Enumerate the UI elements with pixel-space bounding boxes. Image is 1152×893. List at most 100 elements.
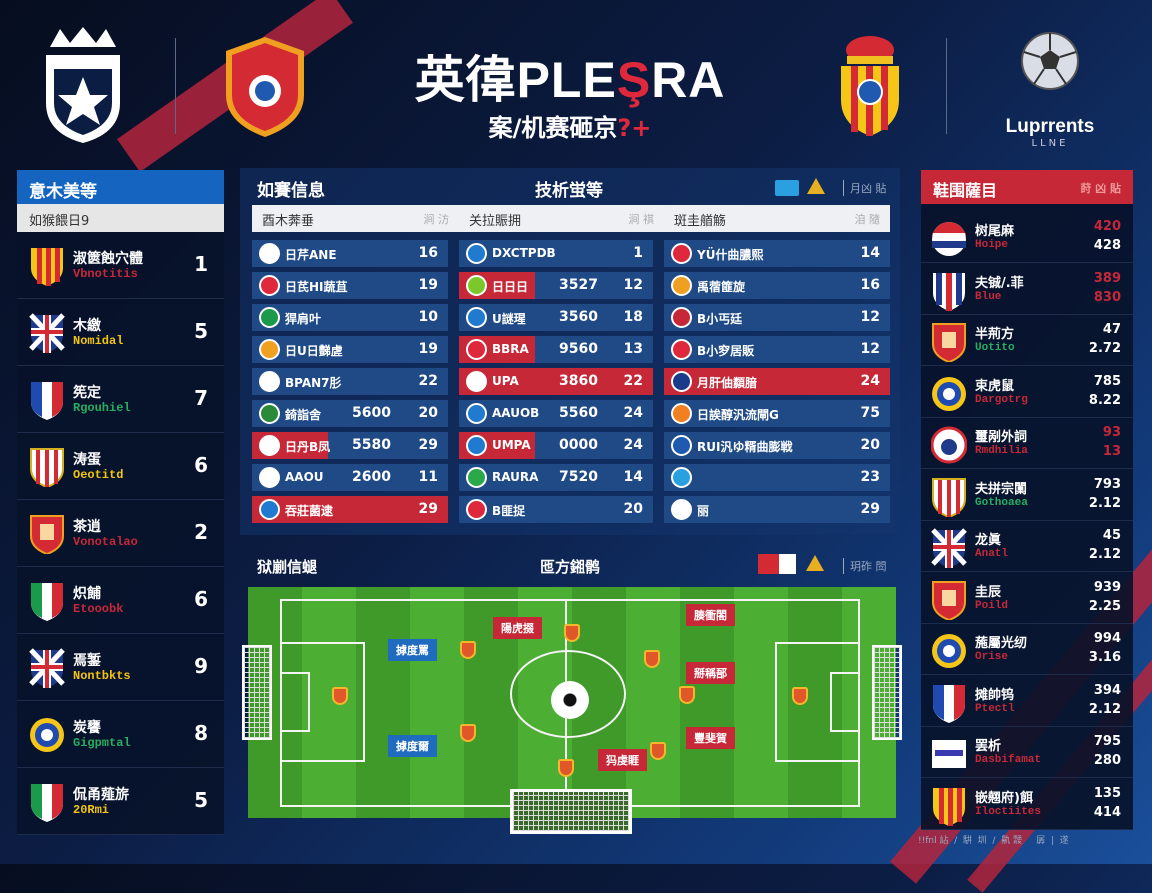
match-row[interactable]: AAOU 2600 11 <box>252 464 448 491</box>
player-label[interactable]: 摢度爾 <box>388 735 437 757</box>
standings-row[interactable]: 炽餔 Etooobk 6 <box>17 567 224 634</box>
team-name: 日誒醇汎流閘G <box>697 408 779 422</box>
match-row[interactable]: B匪捉 20 <box>459 496 653 523</box>
ranking-row[interactable]: 半荊方 Uotito 47 2.72 <box>921 315 1133 366</box>
warning-icon[interactable] <box>806 555 824 571</box>
player-badge[interactable] <box>558 759 574 777</box>
match-row[interactable]: 日U日豑虗 19 <box>252 336 448 363</box>
match-row[interactable]: 日芹ANE 16 <box>252 240 448 267</box>
player-label[interactable]: 摢度罵 <box>388 639 437 661</box>
ranking-row[interactable]: 葹屬光纫 Orise 994 3.16 <box>921 624 1133 675</box>
ranking-row[interactable]: 树尾麻 Hoipe 420 428 <box>921 212 1133 263</box>
screen-toggle-icon[interactable] <box>775 180 799 196</box>
team-sub: Anatl <box>975 548 1009 560</box>
column-header[interactable]: 斑圭艏觞 洎 隨 <box>664 205 890 232</box>
stat-primary: 389 <box>1093 270 1121 286</box>
match-value: 13 <box>623 341 643 357</box>
team-logo-icon <box>671 467 692 488</box>
match-row[interactable]: 23 <box>664 464 890 491</box>
stat-secondary: 8.22 <box>1088 392 1121 408</box>
team-name: 葹屬光纫 <box>975 636 1028 651</box>
team-sub: Poild <box>975 599 1009 612</box>
ranking-row[interactable]: 夫铖/.菲 Blue 389 830 <box>921 264 1133 315</box>
match-row[interactable]: 錡詣舍 5600 20 <box>252 400 448 427</box>
match-row[interactable]: BBRA 9560 13 <box>459 336 653 363</box>
team-name: 丽 <box>697 504 710 518</box>
player-label[interactable]: 掰稱郚 <box>686 662 735 684</box>
match-row[interactable]: 日誒醇汎流閘G 75 <box>664 400 890 427</box>
standings-row[interactable]: 筅定 Rgouhiel 7 <box>17 366 224 433</box>
card-icon[interactable] <box>758 554 796 574</box>
match-row[interactable]: 日芪HI蔬苴 19 <box>252 272 448 299</box>
match-row[interactable]: 月肝伷纇腤 24 <box>664 368 890 395</box>
ranking-row[interactable]: 嵌翹府)餌 Iloctiites 135 414 <box>921 779 1133 830</box>
player-badge[interactable] <box>460 724 476 742</box>
ranking-row[interactable]: 龙眞 Anatl 45 2.12 <box>921 521 1133 572</box>
match-row[interactable]: 吞莊菌逮 29 <box>252 496 448 523</box>
match-stat: 3527 <box>559 277 598 293</box>
ranking-row[interactable]: 夫拼宗闑 Gothoaea 793 2.12 <box>921 470 1133 521</box>
match-row[interactable]: DXCTPDB 1 <box>459 240 653 267</box>
ranking-row[interactable]: 璽剐外詞 Rmdhilia 93 13 <box>921 418 1133 469</box>
match-row[interactable]: 日丹B凤 5580 29 <box>252 432 448 459</box>
player-label[interactable]: 豐斐賀 <box>686 727 735 749</box>
team-crest-icon <box>931 580 966 621</box>
team-logo-icon <box>259 243 280 264</box>
match-row[interactable]: YÜ什曲膿熙 14 <box>664 240 890 267</box>
standings-row[interactable]: 淑篋蝕穴體 Vbnotitis 1 <box>17 232 224 299</box>
match-stat: 0000 <box>559 437 598 453</box>
team-crest-icon <box>931 631 966 668</box>
team-name: AAOU <box>285 470 324 484</box>
player-label[interactable]: 犸虔睚 <box>598 749 647 771</box>
ranking-row[interactable]: 束虎鼠 Dargotrg 785 8.22 <box>921 367 1133 418</box>
team-name: BPAN7肜 <box>285 376 342 390</box>
match-row[interactable]: 丽 29 <box>664 496 890 523</box>
match-value: 11 <box>418 469 438 485</box>
standings-row[interactable]: 侃甬薤旂 20Rmi 5 <box>17 768 224 835</box>
team-name: 摊帥钨 <box>975 687 1015 703</box>
match-row[interactable]: UMPA 0000 24 <box>459 432 653 459</box>
standings-row[interactable]: 炭饔 Gigpmtal 8 <box>17 701 224 768</box>
player-badge[interactable] <box>644 650 660 668</box>
match-row[interactable]: B小穸居販 12 <box>664 336 890 363</box>
player-label[interactable]: 陽虎掇 <box>493 617 542 639</box>
standings-row[interactable]: 木繳 Nomidal 5 <box>17 299 224 366</box>
stat-primary: 45 <box>1102 528 1121 543</box>
ranking-row[interactable]: 圭辰 Poild 939 2.25 <box>921 573 1133 624</box>
match-row[interactable]: B小丐廷 12 <box>664 304 890 331</box>
ranking-row[interactable]: 罢析 Dasbifamat 795 280 <box>921 727 1133 778</box>
column-header[interactable]: 酉木莾垂 涧 汸 <box>252 205 459 232</box>
match-row[interactable]: U謎瑆 3560 18 <box>459 304 653 331</box>
match-row[interactable]: UPA 3860 22 <box>459 368 653 395</box>
player-label[interactable]: 腠衝閤 <box>686 604 735 626</box>
player-badge[interactable] <box>679 686 695 704</box>
match-row[interactable]: RUI汎ゆ糈曲膨戦 20 <box>664 432 890 459</box>
player-badge[interactable] <box>650 742 666 760</box>
player-badge[interactable] <box>564 624 580 642</box>
page-title: 英徫PLEŞRA <box>414 52 726 108</box>
ranking-row[interactable]: 摊帥钨 Ptectl 394 2.12 <box>921 676 1133 727</box>
team-name: 树尾麻 <box>975 224 1015 239</box>
column-header-sub: 洎 隨 <box>854 213 881 226</box>
match-row[interactable]: 猂肩叶 10 <box>252 304 448 331</box>
standings-row[interactable]: 茶逍 Vonotalao 2 <box>17 500 224 567</box>
player-badge[interactable] <box>332 687 348 705</box>
stat-primary: 135 <box>1093 785 1121 801</box>
match-row[interactable]: AAUOB 5560 24 <box>459 400 653 427</box>
player-badge[interactable] <box>792 687 808 705</box>
team-name: 半荊方 <box>975 327 1015 342</box>
standings-row[interactable]: 涛蛋 Oeotitd 6 <box>17 433 224 500</box>
header-divider <box>175 38 176 134</box>
match-row[interactable]: BPAN7肜 22 <box>252 368 448 395</box>
standings-row[interactable]: 焉錾 Nontbkts 9 <box>17 634 224 701</box>
match-row[interactable]: 日日日 3527 12 <box>459 272 653 299</box>
match-row[interactable]: 禹蓿篚旋 16 <box>664 272 890 299</box>
team-sub: Orise <box>975 651 1009 663</box>
column-header[interactable]: 关拉賑拥 涧 祺 <box>459 205 664 232</box>
logo-league-ball: Luprrents LLNE <box>995 28 1105 153</box>
warning-icon[interactable] <box>807 178 825 194</box>
team-logo-icon <box>259 435 280 456</box>
player-badge[interactable] <box>460 641 476 659</box>
match-row[interactable]: RAURA 7520 14 <box>459 464 653 491</box>
match-value: 75 <box>860 405 880 421</box>
